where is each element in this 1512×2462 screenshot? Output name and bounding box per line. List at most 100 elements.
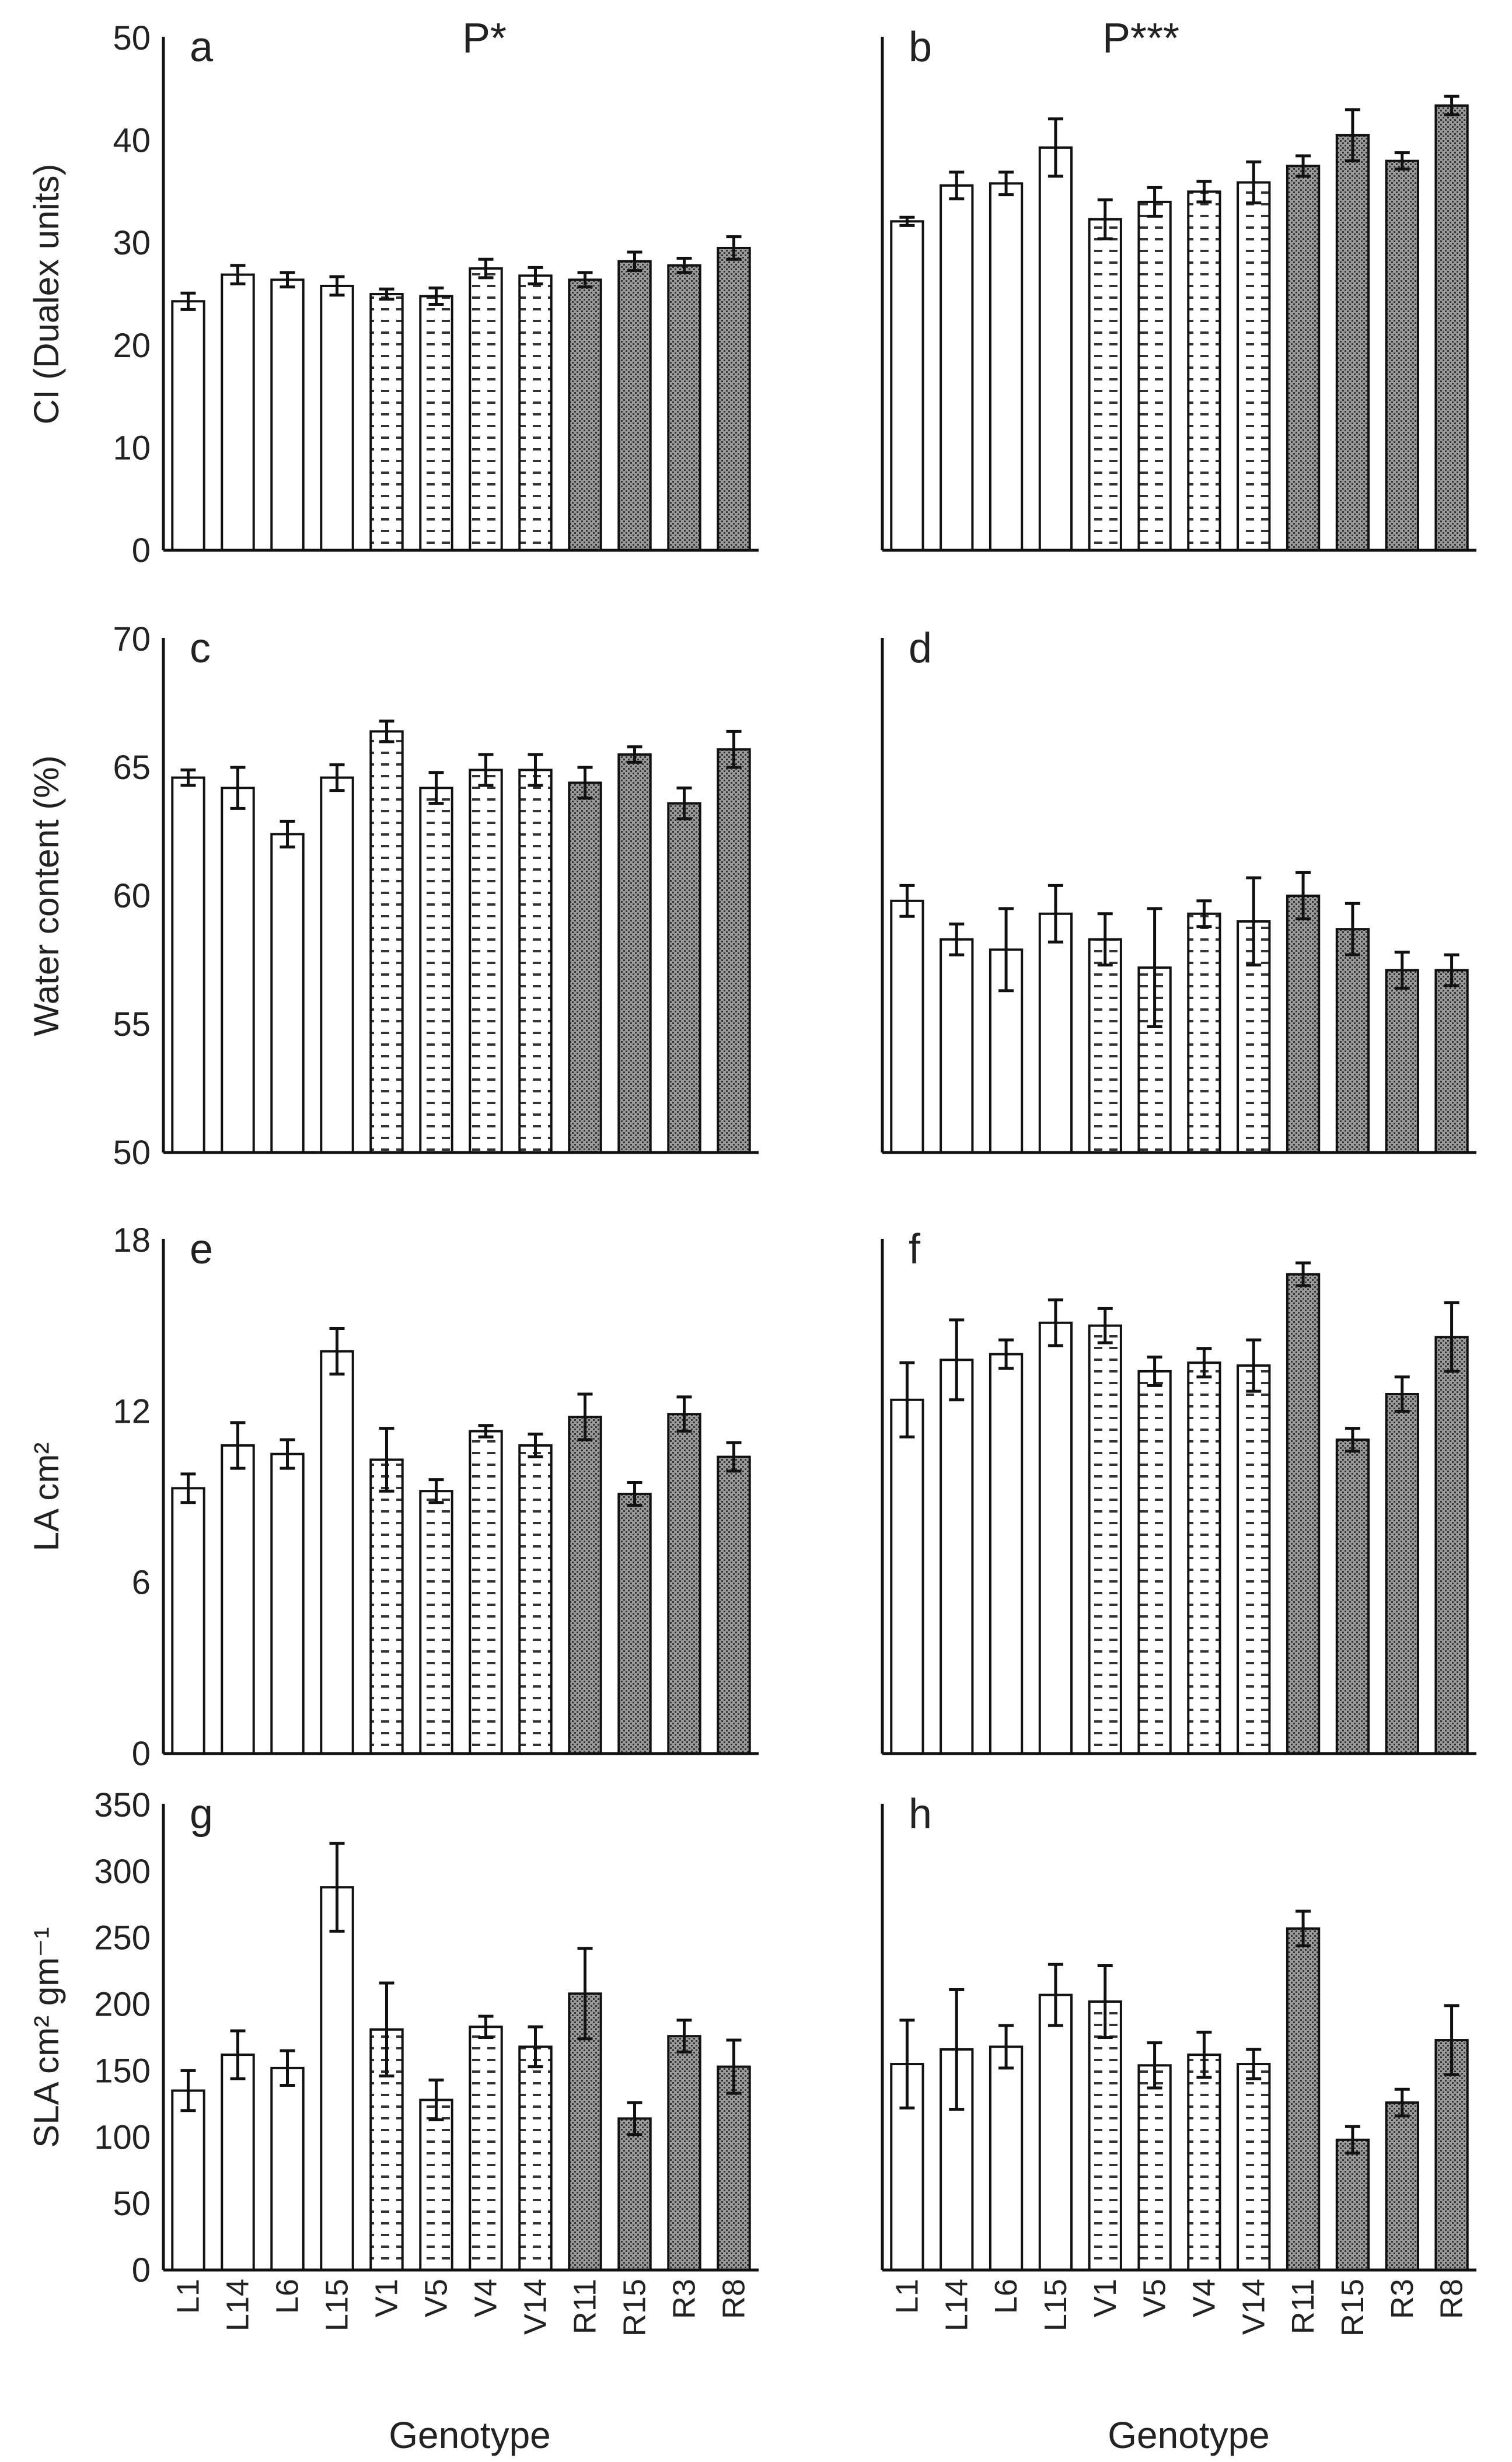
error-bar-l6 (998, 907, 1014, 993)
panel-label: e (190, 1226, 213, 1273)
bar-l1 (890, 899, 924, 1154)
bar-r3 (1385, 2101, 1419, 2272)
x-tick-label: L6 (270, 2279, 305, 2314)
bar-r3 (667, 1413, 701, 1755)
bar-l14 (221, 1444, 255, 1755)
error-bar-r8 (1444, 953, 1459, 987)
bar-l14 (940, 184, 974, 551)
bar-r11 (568, 1992, 602, 2271)
bar-r8 (1434, 969, 1469, 1154)
x-tick-label: R3 (667, 2279, 702, 2319)
bar-l14 (221, 2054, 255, 2271)
bar-r11 (568, 278, 602, 551)
error-bar-l6 (998, 2024, 1014, 2070)
error-bar-l14 (230, 264, 246, 285)
error-bar-r8 (1444, 1301, 1459, 1373)
error-bar-v5 (428, 2078, 444, 2122)
bar-l15 (1038, 146, 1073, 551)
error-bar-r8 (726, 235, 742, 261)
error-bar-l15 (329, 1842, 345, 1933)
error-bar-l6 (280, 2049, 295, 2087)
bar-r11 (1286, 895, 1321, 1154)
error-bar-v5 (1147, 186, 1162, 218)
error-bar-l15 (1047, 883, 1063, 944)
error-bar-r3 (676, 2019, 692, 2054)
error-bar-l15 (329, 1327, 345, 1376)
error-bar-r15 (1345, 2125, 1360, 2155)
error-bar-l6 (998, 1338, 1014, 1370)
panel-c: 50 55 60 65 70 Water content (%) c (27, 620, 759, 1172)
bar-v5 (419, 1490, 453, 1755)
panel-b: b P*** (881, 15, 1476, 552)
error-bar-l1 (180, 291, 196, 311)
error-bar-l14 (230, 766, 246, 810)
bar-v14 (1237, 2063, 1271, 2272)
error-bar-v5 (1147, 2041, 1162, 2090)
y-tick-label: 55 (113, 1005, 151, 1043)
x-tick-label: V14 (1236, 2279, 1271, 2335)
x-axis-title-left: Genotype (389, 2414, 551, 2456)
error-bar-v5 (428, 771, 444, 805)
x-tick-label: V5 (419, 2279, 454, 2317)
error-bar-l1 (180, 1472, 196, 1504)
bar-v4 (469, 2026, 503, 2272)
x-tick-label: L6 (989, 2279, 1024, 2314)
bar-r15 (617, 2117, 652, 2272)
error-bar-l14 (949, 1318, 965, 1402)
error-bar-v4 (478, 753, 494, 787)
bar-l1 (171, 2089, 205, 2271)
error-bar-r3 (676, 786, 692, 820)
bar-v1 (1088, 2000, 1122, 2271)
error-bar-v5 (428, 1478, 444, 1504)
error-bar-r11 (1295, 1261, 1311, 1287)
error-bar-v14 (528, 2025, 543, 2069)
bar-l1 (890, 1398, 924, 1755)
bar-l6 (270, 2066, 305, 2271)
y-tick-label: 0 (132, 1735, 151, 1773)
error-bar-l15 (1047, 1962, 1063, 2027)
bar-l1 (171, 300, 205, 551)
y-axis-title: Water content (%) (27, 755, 66, 1036)
y-tick-label: 0 (132, 532, 151, 570)
error-bar-v4 (478, 1424, 494, 1438)
bar-l15 (320, 1886, 354, 2271)
bar-r11 (1286, 1273, 1321, 1755)
bar-v1 (369, 1458, 404, 1755)
bar-r8 (717, 246, 751, 552)
y-tick-label: 10 (113, 429, 151, 467)
error-bar-v1 (379, 720, 394, 743)
x-tick-label: V1 (1088, 2279, 1123, 2317)
y-tick-label: 70 (113, 620, 151, 658)
error-bar-r3 (1394, 2087, 1410, 2118)
error-bar-r11 (577, 271, 593, 289)
x-tick-label: R11 (568, 2279, 603, 2334)
error-bar-v5 (428, 286, 444, 306)
error-bar-r8 (726, 729, 742, 769)
y-tick-label: 350 (94, 1786, 151, 1824)
bar-v14 (1237, 1364, 1271, 1755)
bar-r8 (717, 2065, 751, 2272)
error-bar-l1 (180, 768, 196, 787)
error-bar-r8 (1444, 95, 1459, 117)
error-bar-v4 (1196, 1347, 1212, 1379)
error-bar-v4 (1196, 899, 1212, 928)
bar-l6 (270, 1452, 305, 1755)
bar-l14 (221, 787, 255, 1154)
panel-d: d (881, 625, 1476, 1154)
x-axis-title-right: Genotype (1108, 2414, 1270, 2456)
y-tick-label: 40 (113, 122, 151, 160)
error-bar-l1 (899, 883, 915, 918)
bar-l15 (1038, 1993, 1073, 2271)
error-bar-v14 (1246, 1338, 1262, 1393)
bar-v5 (419, 787, 453, 1154)
error-bar-r15 (1345, 108, 1360, 163)
panel-f: f (881, 1226, 1476, 1755)
x-tick-label: R11 (1286, 2279, 1321, 2334)
panel-e: 0 6 12 18 LA cm² e (27, 1221, 759, 1773)
x-tick-label: V4 (469, 2279, 504, 2317)
error-bar-r11 (1295, 871, 1311, 921)
error-bar-l6 (280, 1438, 295, 1470)
bar-r15 (1335, 928, 1370, 1154)
error-bar-v14 (1246, 2048, 1262, 2080)
